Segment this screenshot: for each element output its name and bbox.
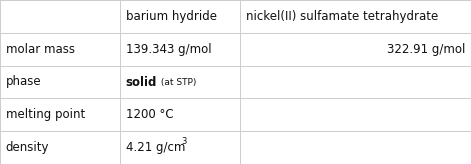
Text: 4.21 g/cm: 4.21 g/cm	[126, 141, 185, 154]
Text: 1200 °C: 1200 °C	[126, 108, 173, 121]
Text: melting point: melting point	[6, 108, 85, 121]
Text: solid: solid	[126, 75, 157, 89]
Text: barium hydride: barium hydride	[126, 10, 217, 23]
Text: density: density	[6, 141, 49, 154]
Text: 3: 3	[181, 137, 187, 146]
Text: (at STP): (at STP)	[158, 78, 196, 86]
Text: 139.343 g/mol: 139.343 g/mol	[126, 43, 211, 56]
Text: nickel(II) sulfamate tetrahydrate: nickel(II) sulfamate tetrahydrate	[246, 10, 438, 23]
Text: 322.91 g/mol: 322.91 g/mol	[387, 43, 465, 56]
Text: phase: phase	[6, 75, 41, 89]
Text: molar mass: molar mass	[6, 43, 74, 56]
